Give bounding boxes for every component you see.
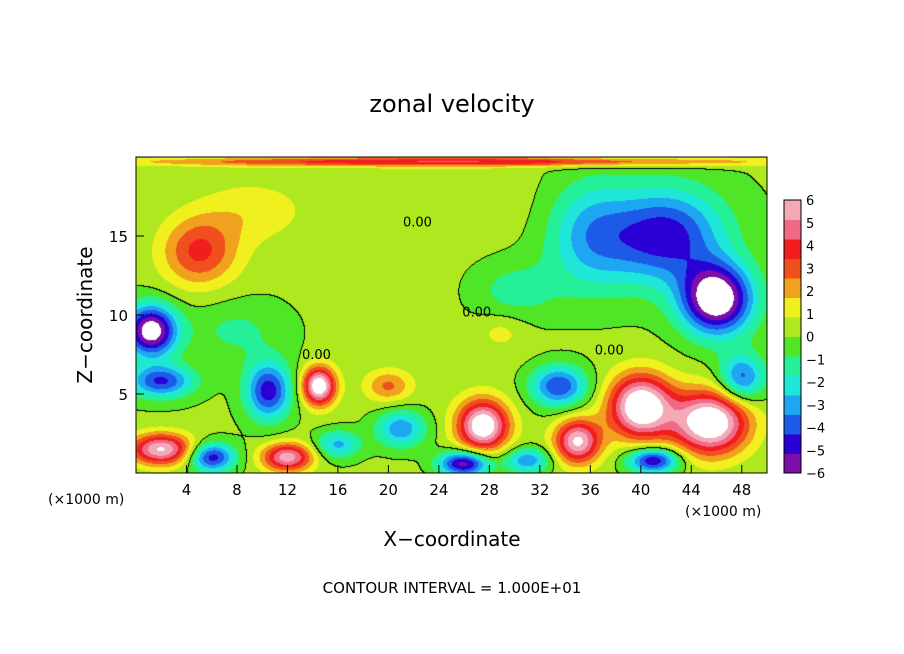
contour-label: 0.00: [462, 306, 491, 321]
chart-title: zonal velocity: [369, 90, 534, 118]
x-axis-ticks: 4 8 12 16 20 24 28 32 36 40 44 48: [182, 465, 751, 499]
colorbar-swatch: [784, 278, 801, 298]
velocity-field: [136, 157, 767, 473]
x-axis-label: X−coordinate: [383, 527, 520, 551]
colorbar-tick-label: 1: [806, 308, 814, 323]
colorbar-tick-label: −2: [806, 376, 825, 391]
contour-interval-footer: CONTOUR INTERVAL = 1.000E+01: [323, 579, 582, 597]
colorbar-swatch: [784, 336, 801, 357]
y-tick-label: 10: [109, 307, 128, 325]
y-tick-label: 15: [109, 228, 128, 246]
x-tick-label: 44: [682, 481, 701, 499]
x-tick-label: 4: [182, 481, 192, 499]
colorbar-tick-label: 0: [806, 331, 814, 346]
colorbar-tick-label: 2: [806, 285, 814, 300]
x-tick-label: 12: [278, 481, 297, 499]
x-unit-right: (×1000 m): [685, 504, 761, 520]
colorbar-swatch: [784, 297, 801, 318]
x-tick-label: 40: [631, 481, 650, 499]
colorbar-tick-label: 4: [806, 240, 814, 255]
colorbar-swatch: [784, 219, 801, 240]
colorbar-swatch: [784, 375, 801, 396]
colorbar-tick-label: −1: [806, 353, 825, 368]
contour-label: 0.00: [403, 216, 432, 231]
contour-label: 0.00: [595, 344, 624, 359]
colorbar-swatch: [784, 317, 801, 337]
x-tick-label: 36: [581, 481, 600, 499]
contour-labels: 0.00 0.00 0.00 0.00: [302, 216, 624, 364]
colorbar-tick-label: 5: [806, 217, 814, 232]
colorbar: 6 5 4 3 2 1 0 −1 −2 −3 −4 −5 −6: [783, 194, 825, 482]
colorbar-tick-label: 6: [806, 194, 814, 209]
colorbar-tick-label: −3: [806, 399, 825, 414]
x-tick-label: 48: [732, 481, 751, 499]
x-tick-label: 8: [232, 481, 242, 499]
colorbar-tick-label: −6: [806, 467, 825, 482]
y-tick-label: 5: [118, 386, 128, 404]
colorbar-swatch: [784, 395, 801, 415]
colorbar-swatch: [784, 239, 801, 259]
colorbar-tick-label: −5: [806, 444, 825, 459]
colorbar-tick-label: −4: [806, 422, 825, 437]
y-axis-ticks: 5 10 15: [109, 228, 144, 404]
colorbar-swatch: [784, 414, 801, 435]
colorbar-swatch: [784, 356, 801, 376]
plot-area: 0.000.000.000.00 4 8 12 16 20 24 28 32 36 40 44 48 …: [109, 156, 768, 499]
colorbar-swatch: [784, 453, 801, 474]
x-tick-label: 24: [429, 481, 448, 499]
colorbar-frame: [783, 199, 802, 474]
colorbar-swatch: [784, 200, 801, 220]
colorbar-swatch: [784, 258, 801, 279]
y-axis-label: Z−coordinate: [73, 246, 97, 383]
x-tick-label: 16: [328, 481, 347, 499]
x-tick-label: 28: [480, 481, 499, 499]
colorbar-tick-label: 3: [806, 262, 814, 277]
x-tick-label: 32: [530, 481, 549, 499]
x-tick-label: 20: [379, 481, 398, 499]
x-unit-left: (×1000 m): [48, 492, 124, 508]
contour-label: 0.00: [302, 348, 331, 363]
colorbar-swatch: [784, 434, 801, 454]
